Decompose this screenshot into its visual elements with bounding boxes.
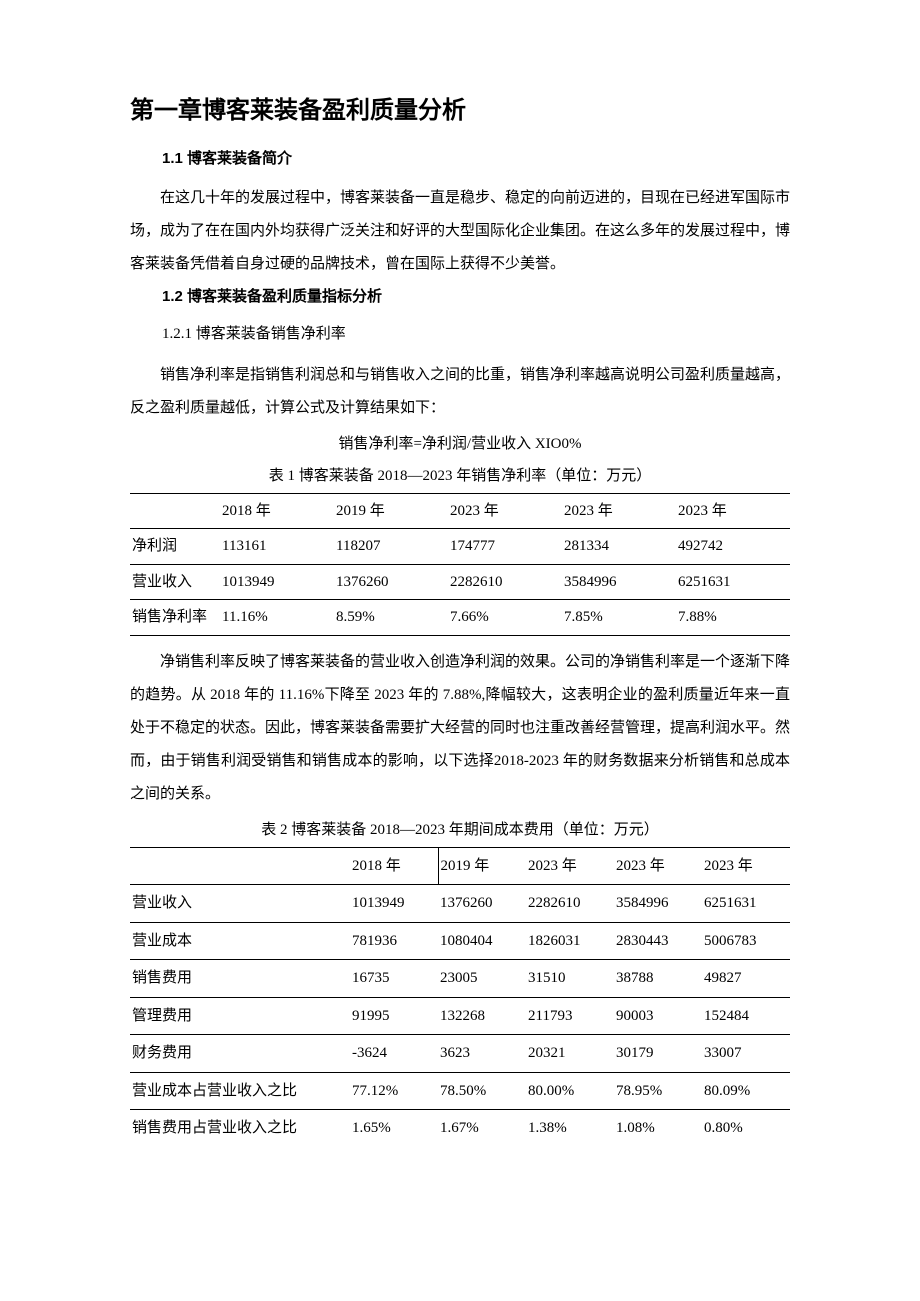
table-row: 销售净利率 11.16% 8.59% 7.66% 7.85% 7.88% [130, 600, 790, 636]
table-cell: 80.00% [526, 1072, 614, 1110]
table-cell: 销售费用占营业收入之比 [130, 1110, 350, 1147]
table-cell: 152484 [702, 997, 790, 1035]
table-cell: 91995 [350, 997, 438, 1035]
table-cell [130, 847, 350, 885]
subsection-1-2-1-heading: 1.2.1 博客莱装备销售净利率 [162, 320, 790, 349]
table-cell: 2830443 [614, 922, 702, 960]
formula-net-profit-rate: 销售净利率=净利润/营业收入 XIO0% [130, 429, 790, 459]
table-cell: 132268 [438, 997, 526, 1035]
table-cell: 3584996 [614, 885, 702, 923]
table-cell: 0.80% [702, 1110, 790, 1147]
section-1-2-para1: 销售净利率是指销售利润总和与销售收入之间的比重，销售净利率越高说明公司盈利质量越… [130, 359, 790, 425]
table-row: 净利润 113161 118207 174777 281334 492742 [130, 529, 790, 565]
table-cell: 8.59% [334, 600, 448, 636]
table-cell: 2023 年 [702, 847, 790, 885]
table-cell: 2018 年 [350, 847, 438, 885]
table-cell: 20321 [526, 1035, 614, 1073]
table-cell: 78.50% [438, 1072, 526, 1110]
table-2-cost-expense: 2018 年 2019 年 2023 年 2023 年 2023 年 营业收入 … [130, 847, 790, 1147]
table-cell: 33007 [702, 1035, 790, 1073]
table-cell: 7.66% [448, 600, 562, 636]
table-row: 销售费用占营业收入之比 1.65% 1.67% 1.38% 1.08% 0.80… [130, 1110, 790, 1147]
table-cell: 90003 [614, 997, 702, 1035]
table-cell: 6251631 [702, 885, 790, 923]
table-cell: 2018 年 [220, 493, 334, 529]
table-cell: 113161 [220, 529, 334, 565]
chapter-title: 第一章博客莱装备盈利质量分析 [130, 90, 790, 125]
table-row: 营业成本占营业收入之比 77.12% 78.50% 80.00% 78.95% … [130, 1072, 790, 1110]
table-cell: 30179 [614, 1035, 702, 1073]
table-cell: 6251631 [676, 564, 790, 600]
table-cell: 营业成本占营业收入之比 [130, 1072, 350, 1110]
table-cell: 1.08% [614, 1110, 702, 1147]
table-cell: 11.16% [220, 600, 334, 636]
table-cell: 营业成本 [130, 922, 350, 960]
table-cell: 7.85% [562, 600, 676, 636]
table-cell: 财务费用 [130, 1035, 350, 1073]
table-cell: 1376260 [438, 885, 526, 923]
table-row: 营业收入 1013949 1376260 2282610 3584996 625… [130, 564, 790, 600]
table-cell: 1826031 [526, 922, 614, 960]
table-1-net-profit-rate: 2018 年 2019 年 2023 年 2023 年 2023 年 净利润 1… [130, 493, 790, 636]
table-cell [130, 493, 220, 529]
table-cell: 销售净利率 [130, 600, 220, 636]
table-cell: 1.38% [526, 1110, 614, 1147]
table-row: 2018 年 2019 年 2023 年 2023 年 2023 年 [130, 847, 790, 885]
table-cell: 3584996 [562, 564, 676, 600]
table-cell: 118207 [334, 529, 448, 565]
table-cell: 1.65% [350, 1110, 438, 1147]
section-1-2-para2: 净销售利率反映了博客莱装备的营业收入创造净利润的效果。公司的净销售利率是一个逐渐… [130, 646, 790, 811]
table-cell: 净利润 [130, 529, 220, 565]
table-cell: 23005 [438, 960, 526, 998]
table-cell: 2019 年 [438, 847, 526, 885]
table2-caption: 表 2 博客莱装备 2018—2023 年期间成本费用（单位：万元） [130, 815, 790, 845]
table-cell: 2023 年 [562, 493, 676, 529]
section-1-2-heading: 1.2 博客莱装备盈利质量指标分析 [162, 285, 790, 306]
table-cell: -3624 [350, 1035, 438, 1073]
table-row: 管理费用 91995 132268 211793 90003 152484 [130, 997, 790, 1035]
table-cell: 2023 年 [676, 493, 790, 529]
table-cell: 174777 [448, 529, 562, 565]
table-cell: 2023 年 [614, 847, 702, 885]
table-cell: 80.09% [702, 1072, 790, 1110]
table-cell: 78.95% [614, 1072, 702, 1110]
table-cell: 2282610 [526, 885, 614, 923]
table-cell: 492742 [676, 529, 790, 565]
table-cell: 38788 [614, 960, 702, 998]
table-cell: 5006783 [702, 922, 790, 960]
table-cell: 77.12% [350, 1072, 438, 1110]
table-cell: 营业收入 [130, 885, 350, 923]
table-row: 2018 年 2019 年 2023 年 2023 年 2023 年 [130, 493, 790, 529]
table-cell: 1080404 [438, 922, 526, 960]
table-cell: 49827 [702, 960, 790, 998]
table-cell: 1013949 [350, 885, 438, 923]
table-cell: 3623 [438, 1035, 526, 1073]
table-cell: 281334 [562, 529, 676, 565]
table-cell: 781936 [350, 922, 438, 960]
table-cell: 销售费用 [130, 960, 350, 998]
table-cell: 2282610 [448, 564, 562, 600]
table-cell: 1376260 [334, 564, 448, 600]
table-row: 销售费用 16735 23005 31510 38788 49827 [130, 960, 790, 998]
section-1-1-paragraph: 在这几十年的发展过程中，博客莱装备一直是稳步、稳定的向前迈进的，目现在已经进军国… [130, 182, 790, 281]
table1-caption: 表 1 博客莱装备 2018—2023 年销售净利率（单位：万元） [130, 461, 790, 491]
table-row: 财务费用 -3624 3623 20321 30179 33007 [130, 1035, 790, 1073]
section-1-1-heading: 1.1 博客莱装备简介 [162, 147, 790, 168]
table-cell: 1.67% [438, 1110, 526, 1147]
table-cell: 1013949 [220, 564, 334, 600]
table-row: 营业收入 1013949 1376260 2282610 3584996 625… [130, 885, 790, 923]
table-cell: 营业收入 [130, 564, 220, 600]
table-cell: 2023 年 [448, 493, 562, 529]
table-row: 营业成本 781936 1080404 1826031 2830443 5006… [130, 922, 790, 960]
table-cell: 16735 [350, 960, 438, 998]
table-cell: 2019 年 [334, 493, 448, 529]
table-cell: 7.88% [676, 600, 790, 636]
table-cell: 211793 [526, 997, 614, 1035]
table-cell: 2023 年 [526, 847, 614, 885]
table-cell: 管理费用 [130, 997, 350, 1035]
table-cell: 31510 [526, 960, 614, 998]
